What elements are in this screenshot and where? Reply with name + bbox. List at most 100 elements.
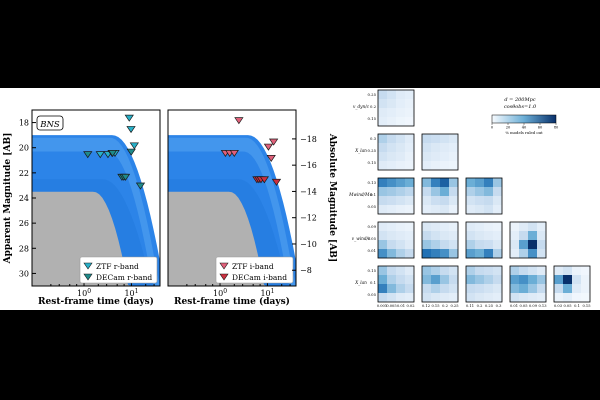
heatmap-cell [378, 293, 388, 303]
heatmap-cell [449, 240, 459, 250]
heatmap-cell [431, 161, 441, 171]
data-marker-ztf-r-band [95, 151, 105, 159]
heatmap-cell [449, 249, 459, 259]
heatmap-cell [581, 284, 591, 294]
legend-label: DECam r-band [96, 273, 152, 282]
heatmap-cell [440, 231, 450, 241]
heatmap-cell [422, 293, 432, 303]
heatmap-cell [449, 196, 459, 206]
heatmap-cell [484, 231, 494, 241]
y-tick-label: 18 [19, 119, 29, 128]
legend-label: ZTF i-band [232, 262, 274, 271]
heatmap-cell [422, 161, 432, 171]
corner-cell-r4-c0: 0.150.10.05X_lan0.0010.0050.010.02Mdyn/M… [354, 265, 415, 316]
cell-frame [421, 177, 459, 215]
heatmap-cell [396, 134, 406, 144]
row-tick-label: 0.1 [370, 280, 376, 285]
col-tick-label: 0.25 [450, 304, 459, 308]
heatmap-cell [440, 249, 450, 259]
heatmap-cell [405, 293, 415, 303]
legend-marker [219, 273, 229, 281]
corner-cell-r0-c0: 0.25 0.2 0.15 v_dyn/c [353, 89, 415, 127]
heatmap-cell [440, 293, 450, 303]
heatmap-cell [396, 117, 406, 127]
heatmap-cell [493, 249, 503, 259]
heatmap-cell [440, 161, 450, 171]
row-tick-label: 0.05 [368, 204, 377, 209]
y-tick-label: 22 [19, 169, 29, 178]
row-tick-label: 0.25 [368, 148, 377, 153]
legend-label: DECam i-band [232, 273, 287, 282]
data-marker-ztf-r-band [124, 114, 134, 122]
light-curve-plot: 100 101 ZTF r-band DECam r-band Rest-frame t… [3, 109, 337, 307]
heatmap-cell [387, 266, 397, 276]
heatmap-cell [449, 187, 459, 197]
heatmap-cell [431, 293, 441, 303]
heatmap-cell [387, 99, 397, 109]
heatmap-cell [493, 196, 503, 206]
legend: ZTF i-band DECam i-band [215, 256, 294, 284]
heatmap-cell [466, 205, 476, 215]
heatmap-cell [510, 222, 520, 232]
heatmap-cell [387, 90, 397, 100]
heatmap-cell [493, 222, 503, 232]
x-tick-label: 101 [124, 288, 138, 298]
legend-marker [219, 262, 229, 270]
cell-frame [465, 177, 503, 215]
heatmap-cell [387, 240, 397, 250]
heatmap-cell [440, 196, 450, 206]
heatmap-cell [440, 240, 450, 250]
heatmap-cell [581, 266, 591, 276]
heatmap-cell [440, 152, 450, 162]
heatmap-cell [378, 90, 388, 100]
heatmap-cell [405, 143, 415, 153]
heatmap-cell [387, 143, 397, 153]
heatmap-cell [405, 134, 415, 144]
heatmap-cell [440, 134, 450, 144]
heatmap-cell [484, 284, 494, 294]
heatmap-cell [422, 196, 432, 206]
heatmap-cell [519, 240, 529, 250]
heatmap-cell [440, 266, 450, 276]
corner-cell-r2-c0: 0.13 0.1 0.05 Mwind/M⊙ [348, 177, 415, 215]
heatmap-cell [422, 134, 432, 144]
heatmap-cell [510, 249, 520, 259]
colorbar-tick-label: 80 [554, 126, 559, 130]
y-tick-label: 20 [19, 144, 29, 153]
heatmap-cell [396, 284, 406, 294]
heatmap-cell [484, 178, 494, 188]
heatmap-cell [378, 205, 388, 215]
heatmap-cell [572, 275, 582, 285]
figure-canvas: 100 101 ZTF r-band DECam r-band Rest-frame t… [3, 89, 591, 316]
heatmap-cell [396, 178, 406, 188]
y-tick-label-right: −14 [300, 187, 317, 196]
heatmap-cell [519, 249, 529, 259]
x-tick-label: 100 [213, 288, 227, 298]
heatmap-cell [475, 293, 485, 303]
heatmap-cell [554, 266, 564, 276]
heatmap-cell [493, 266, 503, 276]
data-marker-ztf-r-band [126, 126, 136, 134]
data-marker-decam-r-band [83, 151, 93, 159]
heatmap-cell [431, 266, 441, 276]
heatmap-cell [537, 266, 547, 276]
figure-panel: 100 101 ZTF r-band DECam r-band Rest-frame t… [0, 88, 600, 316]
y-tick-label-right: −12 [300, 214, 317, 223]
heatmap-cell [537, 231, 547, 241]
heatmap-cell [431, 187, 441, 197]
data-marker-ztf-r-band [129, 142, 139, 150]
cell-frame [377, 177, 415, 215]
heatmap-cell [484, 222, 494, 232]
heatmap-cell [431, 178, 441, 188]
heatmap-cell [528, 249, 538, 259]
cell-frame [377, 221, 415, 259]
heatmap-cell [449, 284, 459, 294]
heatmap-cell [510, 293, 520, 303]
y-tick-label: 28 [19, 244, 29, 253]
heatmap-cell [378, 231, 388, 241]
heatmap-cell [475, 275, 485, 285]
cell-frame [421, 265, 459, 303]
colorbar [491, 114, 557, 124]
colorbar-tick-label: 0 [491, 126, 494, 130]
heatmap-cell [422, 205, 432, 215]
